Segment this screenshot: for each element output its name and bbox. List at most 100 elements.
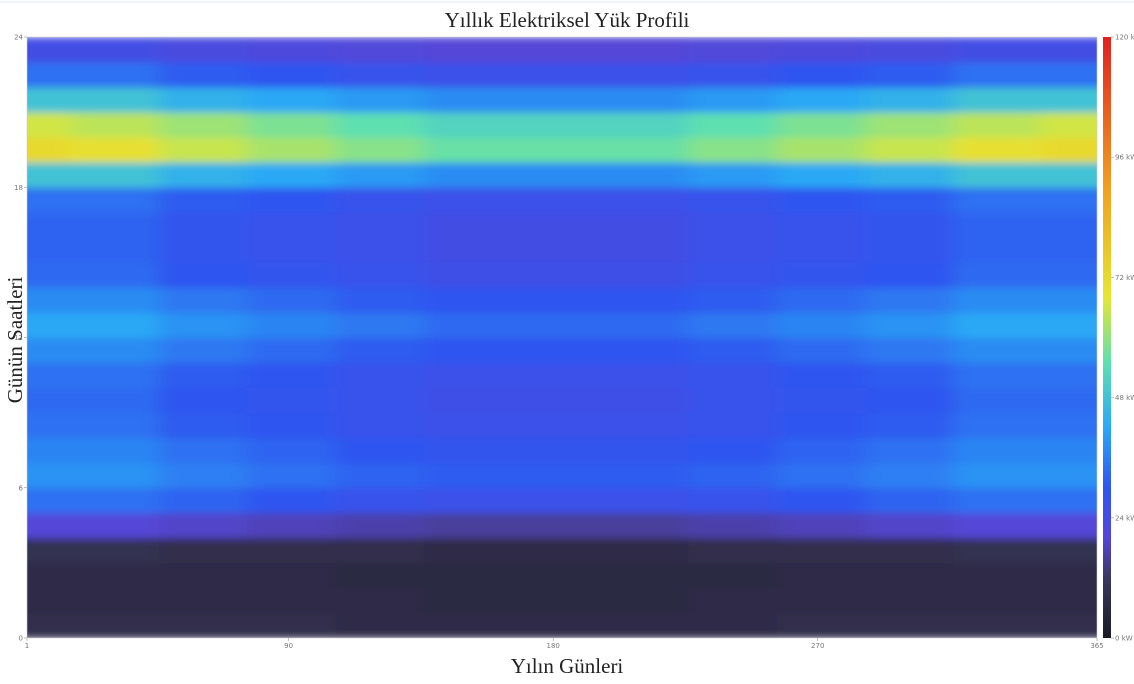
- heat-cell: [247, 37, 337, 63]
- heat-cell: [335, 412, 425, 439]
- y-tick-label: 24: [14, 34, 23, 42]
- heat-cell: [71, 512, 160, 539]
- heat-cell: [159, 37, 248, 63]
- heat-cell: [247, 537, 337, 564]
- heat-cell: [600, 87, 689, 113]
- heat-cell: [512, 312, 601, 338]
- heat-cell: [247, 462, 337, 489]
- heat-cell: [423, 587, 513, 614]
- heat-cell: [600, 387, 689, 414]
- heat-cell: [952, 287, 1042, 313]
- heat-cell: [600, 312, 689, 338]
- heat-cell: [247, 337, 337, 364]
- heat-cell: [423, 137, 513, 163]
- heat-cell: [688, 162, 778, 188]
- heat-cell: [335, 512, 425, 539]
- heat-cell: [688, 62, 778, 88]
- y-tick-label: 18: [14, 184, 23, 192]
- heat-cell: [247, 287, 337, 313]
- heat-cell: [247, 262, 337, 288]
- heat-cell: [776, 187, 866, 213]
- heat-cell: [159, 187, 248, 213]
- heat-cell: [335, 537, 425, 564]
- heat-cell: [423, 212, 513, 238]
- heat-cell: [864, 162, 954, 188]
- heat-cell: [423, 487, 513, 514]
- heat-cell: [688, 412, 778, 439]
- heat-cell: [776, 412, 866, 439]
- heat-cell: [27, 562, 72, 589]
- heat-cell: [159, 87, 248, 113]
- heat-cell: [335, 387, 425, 414]
- heat-cell: [335, 262, 425, 288]
- heat-cell: [71, 287, 160, 313]
- heat-cell: [864, 412, 954, 439]
- heat-cell: [600, 162, 689, 188]
- heat-cell: [423, 37, 513, 63]
- heat-cell: [1041, 187, 1097, 213]
- heat-cell: [71, 112, 160, 138]
- heat-cell: [776, 262, 866, 288]
- heat-cell: [1041, 387, 1097, 414]
- heat-cell: [952, 537, 1042, 564]
- heat-cell: [27, 262, 72, 288]
- heat-cell: [776, 87, 866, 113]
- heat-cell: [159, 462, 248, 489]
- heat-cell: [71, 437, 160, 464]
- heat-cell: [159, 137, 248, 163]
- heat-cell: [27, 487, 72, 514]
- heat-cell: [688, 562, 778, 589]
- heat-cell: [864, 437, 954, 464]
- heat-cell: [776, 612, 866, 638]
- heat-cell: [952, 312, 1042, 338]
- heat-cell: [247, 312, 337, 338]
- heat-cell: [423, 387, 513, 414]
- x-tick-label: 180: [546, 642, 559, 650]
- heat-cell: [512, 512, 601, 539]
- heat-cell: [71, 537, 160, 564]
- heat-cell: [159, 162, 248, 188]
- heat-cell: [27, 287, 72, 313]
- heat-cell: [159, 362, 248, 389]
- heat-cell: [159, 562, 248, 589]
- heat-cell: [247, 512, 337, 539]
- heat-cell: [600, 587, 689, 614]
- heat-cell: [1041, 487, 1097, 514]
- heat-cell: [1041, 37, 1097, 63]
- heat-cell: [864, 137, 954, 163]
- heat-cell: [776, 562, 866, 589]
- heat-cell: [1041, 112, 1097, 138]
- heat-cell: [600, 437, 689, 464]
- heat-cell: [423, 512, 513, 539]
- heat-cell: [512, 562, 601, 589]
- heat-cell: [1041, 87, 1097, 113]
- heat-cell: [688, 137, 778, 163]
- heat-cell: [247, 112, 337, 138]
- heat-cell: [423, 237, 513, 263]
- heat-cell: [335, 562, 425, 589]
- heat-cell: [512, 487, 601, 514]
- heat-cell: [423, 287, 513, 313]
- heat-cell: [247, 237, 337, 263]
- heat-cell: [1041, 237, 1097, 263]
- heat-cell: [335, 62, 425, 88]
- heat-cell: [247, 487, 337, 514]
- heat-cell: [952, 437, 1042, 464]
- heat-cell: [247, 137, 337, 163]
- heat-cell: [600, 62, 689, 88]
- heat-cell: [71, 137, 160, 163]
- heat-cell: [335, 37, 425, 63]
- heat-cell: [27, 162, 72, 188]
- heat-cell: [71, 312, 160, 338]
- heat-cell: [688, 512, 778, 539]
- heat-cell: [512, 212, 601, 238]
- heat-cell: [27, 412, 72, 439]
- heat-cell: [159, 587, 248, 614]
- heat-cell: [600, 287, 689, 313]
- heat-cell: [512, 237, 601, 263]
- colorbar-tick-label: 72 kW: [1115, 274, 1134, 282]
- heat-cell: [952, 87, 1042, 113]
- heat-cell: [159, 112, 248, 138]
- heat-cell: [247, 162, 337, 188]
